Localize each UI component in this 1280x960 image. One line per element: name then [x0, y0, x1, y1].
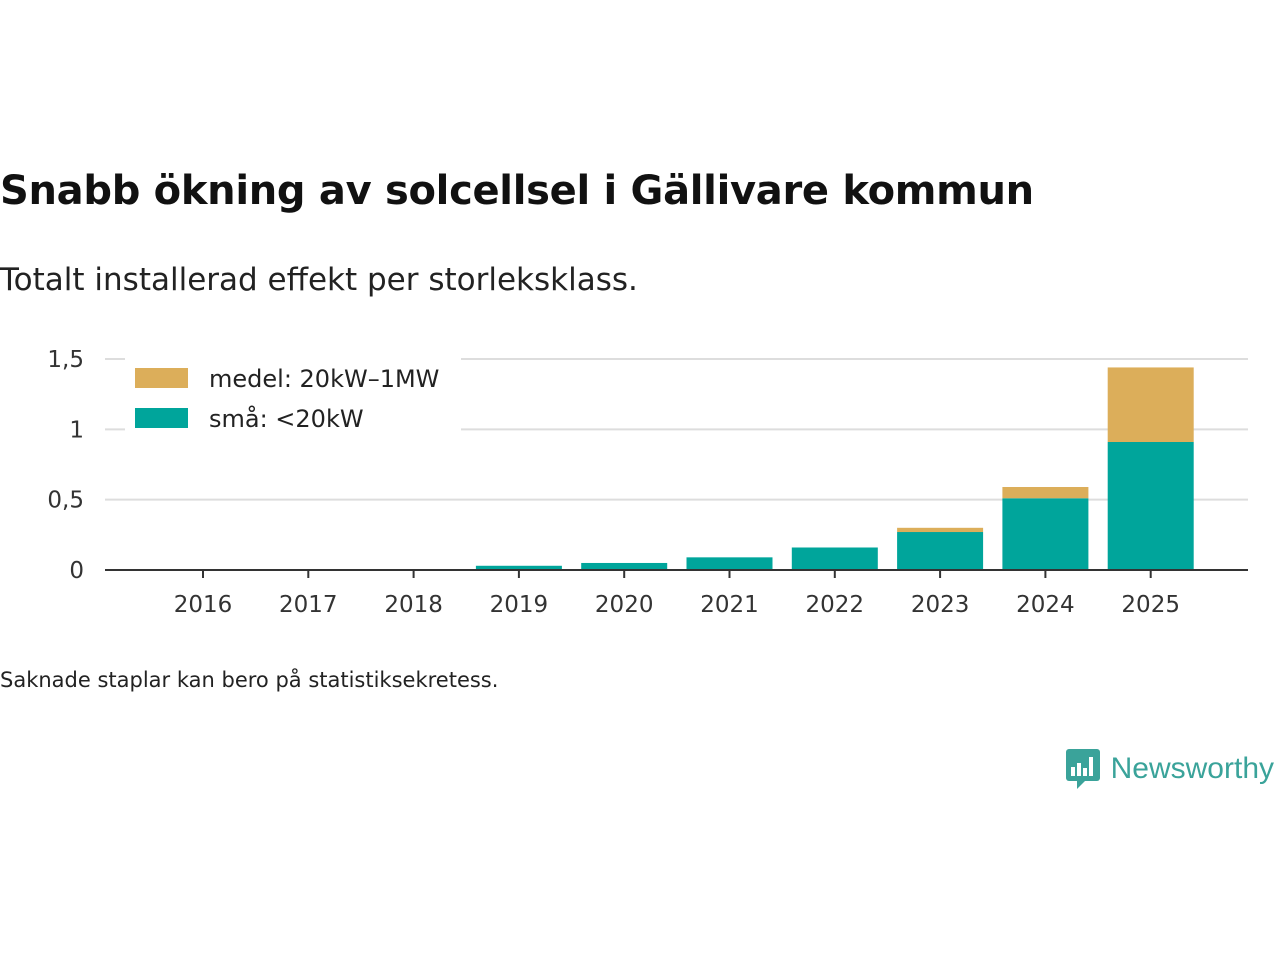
x-tick-label: 2021: [700, 592, 759, 618]
x-tick-label: 2016: [174, 592, 233, 618]
bar-segment: [1107, 441, 1194, 570]
x-tick-label: 2025: [1121, 592, 1180, 618]
brand[interactable]: Newsworthy: [1065, 748, 1274, 790]
x-tick-label: 2017: [279, 592, 338, 618]
chart-subtitle: Totalt installerad effekt per storlekskl…: [0, 262, 638, 298]
brand-name: Newsworthy: [1110, 752, 1274, 785]
footnote: Saknade staplar kan bero på statistiksek…: [0, 668, 499, 692]
x-tick-label: 2020: [595, 592, 654, 618]
y-tick-label: 0,5: [47, 488, 84, 514]
x-tick-label: 2018: [384, 592, 443, 618]
chart-title: Snabb ökning av solcellsel i Gällivare k…: [0, 168, 1034, 214]
x-tick-label: 2019: [490, 592, 549, 618]
bar-segment: [686, 557, 773, 570]
x-tick-label: 2024: [1016, 592, 1075, 618]
legend-swatch: [135, 408, 188, 428]
bar-segment: [475, 565, 562, 570]
bar-segment: [791, 547, 878, 570]
bar-segment: [897, 527, 984, 533]
bar-segment: [1002, 498, 1089, 570]
legend-swatch: [135, 368, 188, 388]
y-tick-label: 1,5: [47, 347, 84, 373]
x-tick-label: 2023: [911, 592, 970, 618]
y-tick-label: 0: [69, 558, 84, 584]
bar-segment: [581, 562, 668, 570]
legend-label: små: <20kW: [209, 404, 364, 433]
x-tick-label: 2022: [806, 592, 865, 618]
bar-segment: [1107, 367, 1194, 442]
y-tick-label: 1: [69, 417, 84, 443]
stacked-bar-chart: 0 0,5 1 1,5 2016 2017 2018 2019 2020 2021 2022 2023…: [47, 347, 1248, 618]
legend-label: medel: 20kW–1MW: [209, 365, 439, 393]
bar-segment: [1002, 487, 1089, 499]
newsworthy-logo-icon: [1065, 749, 1100, 789]
bar-segment: [897, 532, 984, 570]
